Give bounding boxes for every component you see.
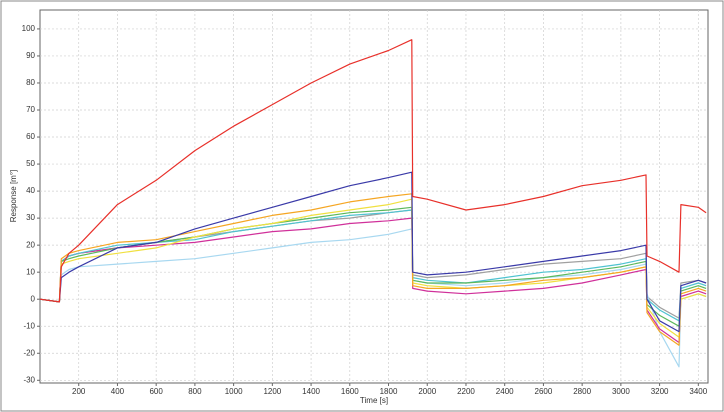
y-tick-label: 80 <box>26 78 35 87</box>
x-tick-label: 1400 <box>302 387 320 396</box>
x-axis-label: Time [s] <box>360 396 388 405</box>
series-line <box>39 171 707 333</box>
y-tick-label: 70 <box>26 105 35 114</box>
y-tick-label: 30 <box>26 213 35 222</box>
x-tick-label: 600 <box>149 387 163 396</box>
y-tick-label: 60 <box>26 132 35 141</box>
x-tick-label: 2000 <box>418 387 436 396</box>
x-tick-label: 3400 <box>689 387 707 396</box>
y-tick-label: -20 <box>23 348 35 357</box>
y-tick-label: 90 <box>26 51 35 60</box>
x-tick-label: 3200 <box>651 387 669 396</box>
y-axis-label: Response [m°] <box>9 170 18 223</box>
x-tick-label: 3000 <box>612 387 630 396</box>
x-tick-label: 2200 <box>457 387 475 396</box>
x-tick-label: 1800 <box>380 387 398 396</box>
y-tick-label: -10 <box>23 321 35 330</box>
x-tick-label: 800 <box>188 387 202 396</box>
y-tick-label: 10 <box>26 267 35 276</box>
y-tick-label: 20 <box>26 240 35 249</box>
x-tick-label: 1200 <box>263 387 281 396</box>
y-tick-label: -30 <box>23 375 35 384</box>
x-tick-label: 2800 <box>573 387 591 396</box>
series-line <box>39 39 707 303</box>
x-tick-label: 400 <box>111 387 125 396</box>
y-tick-label: 50 <box>26 159 35 168</box>
plot-area <box>39 9 709 384</box>
y-tick-label: 40 <box>26 186 35 195</box>
y-tick-label: 100 <box>22 24 36 33</box>
x-tick-label: 2400 <box>496 387 514 396</box>
x-tick-label: 200 <box>72 387 86 396</box>
x-tick-label: 1600 <box>341 387 359 396</box>
x-tick-label: 1000 <box>225 387 243 396</box>
y-tick-label: 0 <box>31 294 36 303</box>
x-tick-label: 2600 <box>535 387 553 396</box>
